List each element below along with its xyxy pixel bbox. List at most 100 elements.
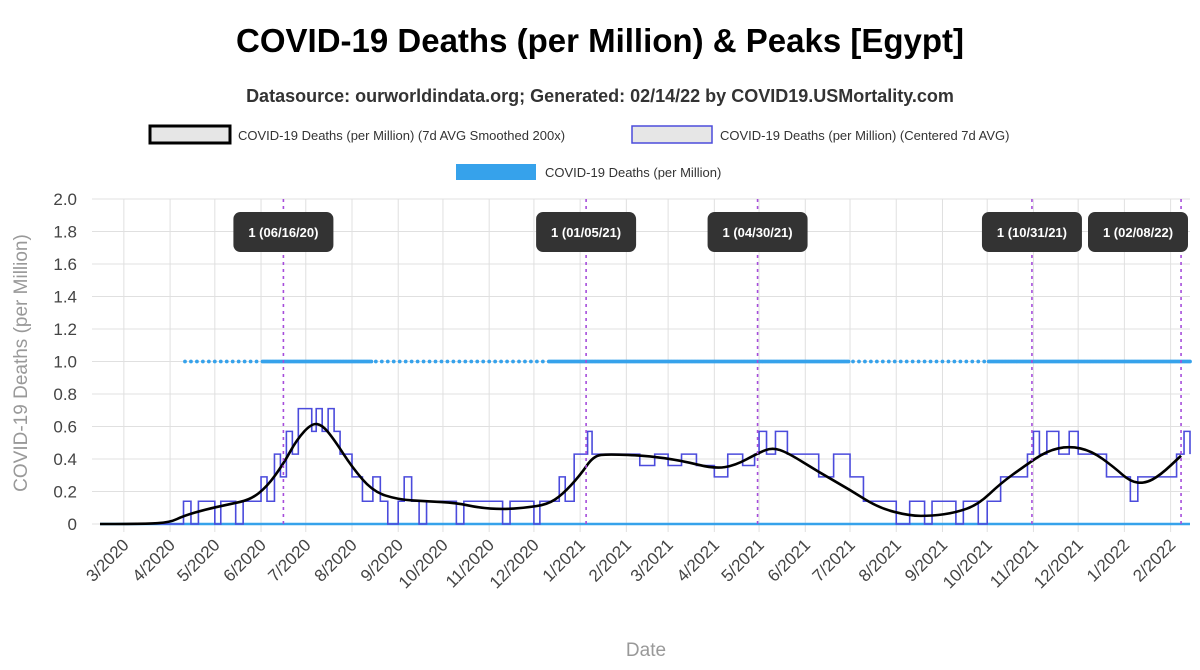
daily-point: [499, 359, 504, 364]
peak-label: 1 (02/08/22): [1088, 212, 1188, 252]
series-smoothed-avg: [99, 422, 1182, 526]
daily-point: [189, 359, 193, 364]
y-tick-label: 0.6: [53, 418, 77, 437]
x-tick-label: 3/2020: [82, 535, 132, 585]
daily-point: [242, 359, 247, 364]
daily-point: [982, 359, 987, 364]
daily-point: [481, 359, 486, 364]
x-tick-label: 5/2020: [173, 535, 223, 585]
daily-point: [517, 359, 521, 364]
daily-point: [409, 359, 414, 364]
peak-label-box: [1088, 212, 1188, 252]
legend-swatch-daily: [456, 164, 536, 180]
y-tick-label: 1.6: [53, 255, 77, 274]
y-tick-label: 1.8: [53, 223, 77, 242]
daily-point: [373, 359, 378, 364]
daily-point: [898, 359, 903, 364]
daily-point: [224, 359, 229, 364]
daily-point: [475, 359, 480, 364]
x-tick-label: 5/2021: [718, 535, 768, 585]
peak-label-text: 1 (10/31/21): [997, 225, 1067, 240]
daily-point: [469, 359, 474, 364]
daily-point: [976, 359, 981, 364]
chart-title: COVID-19 Deaths (per Million) & Peaks [E…: [236, 22, 964, 59]
daily-point: [886, 359, 891, 364]
peak-lines: [282, 199, 1182, 524]
daily-point: [910, 359, 915, 364]
daily-point: [523, 359, 527, 364]
daily-point: [195, 359, 199, 364]
daily-point: [254, 359, 259, 364]
y-tick-label: 1.0: [53, 353, 77, 372]
peak-label: 1 (10/31/21): [981, 212, 1082, 252]
x-tick-label: 10/2021: [939, 535, 996, 592]
peak-label-box: [707, 212, 808, 252]
daily-point: [212, 359, 217, 364]
daily-point: [904, 359, 909, 364]
peak-label-box: [536, 212, 637, 252]
daily-point: [433, 359, 438, 364]
peak-label-text: 1 (01/05/21): [551, 225, 621, 240]
daily-point: [892, 359, 897, 364]
daily-point: [1188, 359, 1192, 364]
x-axis-ticks: 3/20204/20205/20206/20207/20208/20209/20…: [82, 535, 1179, 592]
daily-point: [463, 359, 468, 364]
x-tick-label: 6/2020: [220, 535, 270, 585]
daily-point: [922, 359, 927, 364]
daily-point: [529, 359, 533, 364]
daily-point: [487, 359, 492, 364]
daily-point: [846, 359, 851, 364]
y-tick-label: 0.8: [53, 385, 77, 404]
y-axis-ticks: 0 0.2 0.4 0.6 0.8 1.0 1.2 1.4 1.6 1.8 2.0: [53, 190, 77, 534]
y-tick-label: 0: [68, 515, 77, 534]
x-tick-label: 6/2021: [764, 535, 814, 585]
peak-label-text: 1 (02/08/22): [1103, 225, 1173, 240]
daily-point: [403, 359, 408, 364]
y-tick-label: 1.4: [53, 288, 77, 307]
daily-point: [928, 359, 933, 364]
legend-swatch-centered: [631, 125, 713, 144]
peak-label: 1 (01/05/21): [536, 212, 637, 252]
daily-point: [958, 359, 963, 364]
daily-point: [857, 359, 861, 364]
daily-point: [851, 359, 855, 364]
x-tick-label: 12/2021: [1030, 535, 1087, 592]
legend-label-centered: COVID-19 Deaths (per Million) (Centered …: [720, 128, 1009, 143]
daily-point: [511, 359, 515, 364]
daily-point: [934, 359, 939, 364]
daily-point: [427, 359, 432, 364]
x-tick-label: 2/2022: [1129, 535, 1179, 585]
x-tick-label: 4/2020: [129, 535, 179, 585]
centered-avg-line: [100, 407, 1191, 525]
x-tick-label: 12/2020: [486, 535, 543, 592]
daily-point: [439, 359, 444, 364]
daily-point: [236, 359, 241, 364]
y-tick-label: 2.0: [53, 190, 77, 209]
daily-point: [952, 359, 957, 364]
daily-point: [869, 359, 873, 364]
series-centered-7d-avg: [100, 407, 1191, 525]
daily-point: [880, 359, 885, 364]
daily-point: [451, 359, 456, 364]
daily-point: [369, 359, 374, 364]
x-tick-label: 4/2021: [673, 535, 723, 585]
peak-label: 1 (06/16/20): [233, 212, 334, 252]
daily-point: [206, 359, 211, 364]
legend-label-daily: COVID-19 Deaths (per Million): [545, 165, 721, 180]
daily-point: [540, 359, 545, 364]
peak-label-box: [981, 212, 1082, 252]
x-tick-label: 3/2021: [627, 535, 677, 585]
x-tick-label: 8/2021: [855, 535, 905, 585]
daily-point: [874, 359, 879, 364]
y-axis-title: COVID-19 Deaths (per Million): [11, 234, 32, 492]
series-daily-deaths: [100, 359, 1192, 526]
daily-point: [916, 359, 921, 364]
peak-label-text: 1 (04/30/21): [723, 225, 793, 240]
daily-point: [445, 359, 450, 364]
daily-point: [200, 359, 205, 364]
x-axis-title: Date: [626, 640, 666, 661]
x-tick-label: 10/2020: [395, 535, 452, 592]
legend: COVID-19 Deaths (per Million) (7d AVG Sm…: [148, 124, 1009, 180]
peak-label: 1 (04/30/21): [707, 212, 808, 252]
